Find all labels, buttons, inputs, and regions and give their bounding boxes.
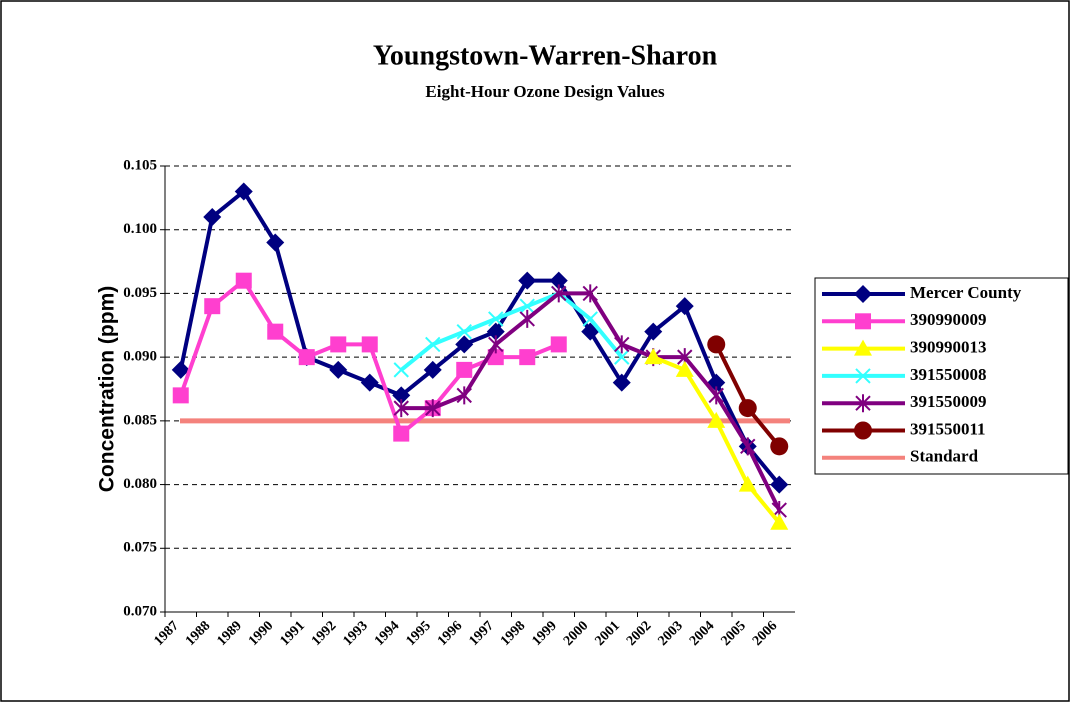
y-axis-label: Concentration (ppm) (96, 286, 119, 492)
data-point (488, 311, 504, 327)
legend-label: 391550009 (910, 392, 987, 411)
legend-label: 391550008 (910, 365, 987, 384)
data-point (425, 399, 441, 418)
y-tick-label: 0.095 (123, 285, 157, 301)
legend-marker (854, 339, 872, 356)
data-point (644, 348, 663, 365)
data-point (519, 349, 536, 366)
y-tick-label: 0.090 (123, 349, 157, 365)
data-point (234, 182, 253, 201)
legend-label: Mercer County (910, 283, 1022, 302)
y-tick-label: 0.100 (123, 221, 157, 237)
data-point (330, 336, 347, 353)
data-point (612, 373, 631, 392)
data-point (519, 309, 535, 328)
legend-marker (854, 285, 872, 303)
data-point (519, 298, 535, 314)
y-tick-label: 0.080 (123, 476, 157, 492)
y-tick-label: 0.105 (123, 157, 157, 173)
data-point (707, 411, 726, 428)
data-point (644, 322, 663, 341)
data-point (614, 349, 630, 365)
data-point (329, 360, 348, 379)
data-point (738, 475, 757, 492)
legend-label: 390990009 (910, 310, 987, 329)
data-point (549, 271, 568, 290)
data-point (770, 513, 789, 530)
data-point (614, 335, 630, 354)
chart-title: Youngstown-Warren-Sharon (373, 40, 718, 71)
data-point (235, 272, 252, 289)
legend-marker (854, 421, 872, 440)
data-point (551, 284, 567, 303)
legend-marker (855, 368, 871, 384)
legend-label: 390990013 (910, 338, 987, 357)
data-point (582, 284, 598, 303)
data-point (266, 233, 285, 252)
data-point (456, 323, 472, 340)
data-point (392, 386, 411, 405)
data-point (267, 323, 284, 340)
data-point (486, 322, 505, 341)
data-point (675, 297, 694, 316)
data-point (770, 437, 789, 456)
legend-label: Standard (910, 447, 979, 466)
data-point (770, 475, 789, 494)
data-point (675, 360, 694, 377)
data-point (456, 361, 473, 378)
data-point (423, 360, 442, 379)
legend-marker (855, 394, 871, 413)
data-point (455, 335, 474, 354)
data-point (518, 271, 537, 290)
data-point (582, 311, 598, 327)
data-point (203, 207, 222, 226)
data-point (738, 399, 757, 418)
data-point (393, 362, 409, 378)
data-point (204, 298, 221, 315)
data-point (456, 386, 472, 405)
legend-label: 391550011 (910, 419, 986, 438)
series-line (178, 189, 781, 486)
data-point (707, 335, 726, 354)
data-point (708, 386, 724, 405)
data-point (488, 335, 504, 354)
data-point (361, 336, 378, 353)
data-point (172, 387, 189, 404)
data-point (550, 336, 567, 353)
chart-subtitle: Eight-Hour Ozone Design Values (425, 82, 665, 101)
data-point (425, 336, 441, 353)
legend-marker (855, 313, 871, 330)
data-point (298, 349, 315, 366)
y-tick-label: 0.085 (123, 412, 157, 428)
data-point (393, 399, 409, 418)
data-point (740, 437, 756, 456)
data-point (393, 425, 410, 442)
y-tick-label: 0.070 (123, 603, 157, 619)
y-tick-label: 0.075 (123, 540, 157, 556)
data-point (171, 360, 190, 379)
data-point (360, 373, 379, 392)
